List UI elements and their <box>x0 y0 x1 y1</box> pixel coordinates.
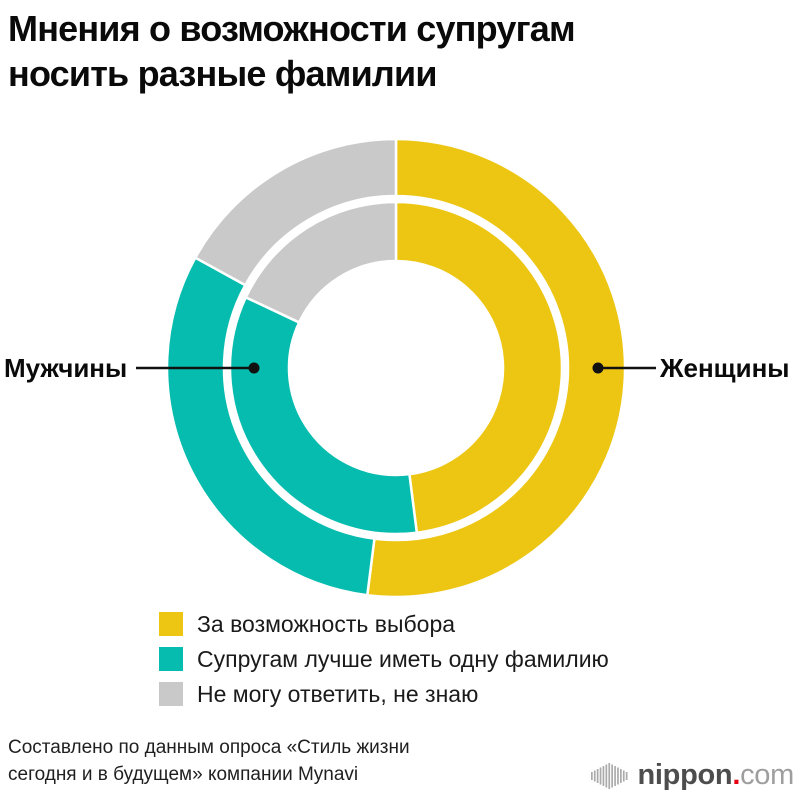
women-segment-one-surname <box>165 256 376 597</box>
legend-swatch-one-surname <box>159 647 183 671</box>
legend-label-for-choice: За возможность выбора <box>197 610 456 637</box>
callout-left <box>136 362 260 374</box>
men-segment-for-choice <box>394 200 564 534</box>
source-line2: сегодня и в будущем» компании Mynavi <box>8 764 359 785</box>
legend-item-for-choice: За возможность выбора <box>159 610 609 637</box>
nippon-com-wordmark: nippon.com <box>638 759 795 792</box>
donut-rings <box>165 137 627 599</box>
women-segment-for-choice <box>366 137 627 599</box>
ring-label-men: Мужчины <box>4 353 128 383</box>
legend-label-dont-know: Не могу ответить, не знаю <box>197 680 479 707</box>
nested-donut-chart <box>136 137 656 599</box>
legend: За возможность выбора Супругам лучше име… <box>159 610 609 707</box>
chart-title-line1: Мнения о возможности супругам <box>8 8 576 49</box>
legend-swatch-dont-know <box>159 682 183 706</box>
logo-dot: . <box>732 759 741 791</box>
callout-right-dot <box>592 362 604 374</box>
legend-label-one-surname: Супругам лучше иметь одну фамилию <box>197 645 609 672</box>
callout-right <box>592 362 656 374</box>
callout-left-dot <box>248 362 260 374</box>
source-note: Составлено по данным опроса «Стиль жизни… <box>8 734 410 788</box>
women-segment-dont-know <box>194 137 398 287</box>
legend-item-one-surname: Супругам лучше иметь одну фамилию <box>159 645 609 672</box>
men-segment-one-surname <box>228 296 419 536</box>
legend-swatch-for-choice <box>159 612 183 636</box>
men-segment-dont-know <box>244 200 398 324</box>
logo-tld-text: com <box>740 759 794 791</box>
ring-label-women: Женщины <box>660 353 790 383</box>
logo-brand-text: nippon <box>637 759 733 791</box>
soundwave-bars-icon <box>590 762 627 789</box>
legend-item-dont-know: Не могу ответить, не знаю <box>159 680 609 707</box>
nippon-com-logo: nippon.com <box>590 759 795 792</box>
chart-title-line2: носить разные фамилии <box>8 53 437 94</box>
chart-title: Мнения о возможности супругам носить раз… <box>8 6 788 96</box>
source-line1: Составлено по данным опроса «Стиль жизни <box>8 737 410 758</box>
